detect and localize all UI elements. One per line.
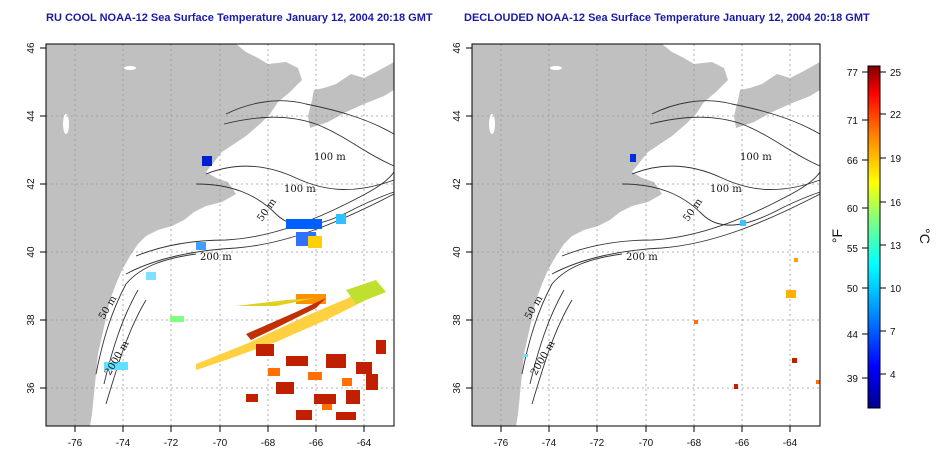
fahrenheit-tick: 39 <box>847 374 859 385</box>
celsius-tick: 19 <box>890 154 902 165</box>
fahrenheit-tick: 77 <box>847 68 859 79</box>
lat-tick-label: 36 <box>452 382 463 394</box>
fahrenheit-tick: 55 <box>847 244 859 255</box>
fahrenheit-tick: 50 <box>847 284 859 295</box>
contour-label: 100 m <box>284 184 316 195</box>
contour-label: 100 m <box>314 152 346 163</box>
lat-tick-label: 42 <box>26 178 37 190</box>
bathymetry-contours <box>95 100 395 405</box>
lon-tick-label: -64 <box>783 438 798 449</box>
lat-tick-label: 38 <box>26 314 37 326</box>
fahrenheit-unit-label: °F <box>829 229 845 243</box>
lon-tick-label: -66 <box>735 438 750 449</box>
fahrenheit-tick: 71 <box>847 116 859 127</box>
lat-tick-label: 40 <box>452 246 463 258</box>
fahrenheit-tick: 60 <box>847 204 859 215</box>
sst-blobs <box>524 154 820 389</box>
lon-tick-label: -68 <box>261 438 276 449</box>
lon-tick-label: -72 <box>164 438 179 449</box>
lat-tick-label: 46 <box>26 42 37 54</box>
sst-blobs <box>104 156 386 420</box>
left-map-title: RU COOL NOAA-12 Sea Surface Temperature … <box>46 12 433 24</box>
celsius-tick: 10 <box>890 284 902 295</box>
right-map-title: DECLOUDED NOAA-12 Sea Surface Temperatur… <box>464 12 870 24</box>
bathymetry-contours <box>521 100 821 405</box>
lon-tick-label: -68 <box>687 438 702 449</box>
lat-tick-label: 46 <box>452 42 463 54</box>
contour-label: 200 m <box>200 252 232 263</box>
lon-tick-label: -66 <box>309 438 324 449</box>
lat-tick-label: 44 <box>26 110 37 122</box>
colorbar-gradient <box>867 65 881 409</box>
lon-tick-label: -74 <box>116 438 131 449</box>
colorbar: 77 71 66 60 55 50 44 39 25 22 19 16 13 1… <box>829 65 933 409</box>
celsius-tick: 13 <box>890 241 902 252</box>
contour-label: 100 m <box>740 152 772 163</box>
lon-tick-label: -74 <box>542 438 557 449</box>
lat-tick-label: 36 <box>26 382 37 394</box>
contour-label: 100 m <box>710 184 742 195</box>
contour-label: 200 m <box>626 252 658 263</box>
right-map-panel: 100 m 100 m 50 m 200 m 50 m 2000 m <box>471 43 821 427</box>
lat-tick-label: 38 <box>452 314 463 326</box>
fahrenheit-tick: 66 <box>847 156 859 167</box>
celsius-tick: 16 <box>890 198 902 209</box>
celsius-tick: 7 <box>890 327 896 338</box>
lon-tick-label: -70 <box>639 438 654 449</box>
lat-tick-label: 40 <box>26 246 37 258</box>
lon-tick-label: -64 <box>357 438 372 449</box>
celsius-unit-label: °C <box>917 228 933 244</box>
lat-tick-label: 42 <box>452 178 463 190</box>
left-lon-axis: -76 -74 -72 -70 -68 -66 -64 <box>68 426 372 449</box>
fahrenheit-tick: 44 <box>847 330 859 341</box>
lon-tick-label: -76 <box>68 438 83 449</box>
right-lon-axis: -76 -74 -72 -70 -68 -66 -64 <box>494 426 798 449</box>
lon-tick-label: -76 <box>494 438 509 449</box>
lat-tick-label: 44 <box>452 110 463 122</box>
left-lat-axis: 36 38 40 42 44 46 <box>26 42 46 394</box>
celsius-tick: 25 <box>890 68 902 79</box>
lon-tick-label: -70 <box>213 438 228 449</box>
right-lat-axis: 36 38 40 42 44 46 <box>452 42 472 394</box>
grid-lines <box>472 44 820 426</box>
lon-tick-label: -72 <box>590 438 605 449</box>
celsius-tick: 22 <box>890 110 902 121</box>
left-map-panel: 100 m 100 m 50 m 200 m 50 m 2000 m <box>45 43 395 427</box>
celsius-tick: 4 <box>890 370 896 381</box>
